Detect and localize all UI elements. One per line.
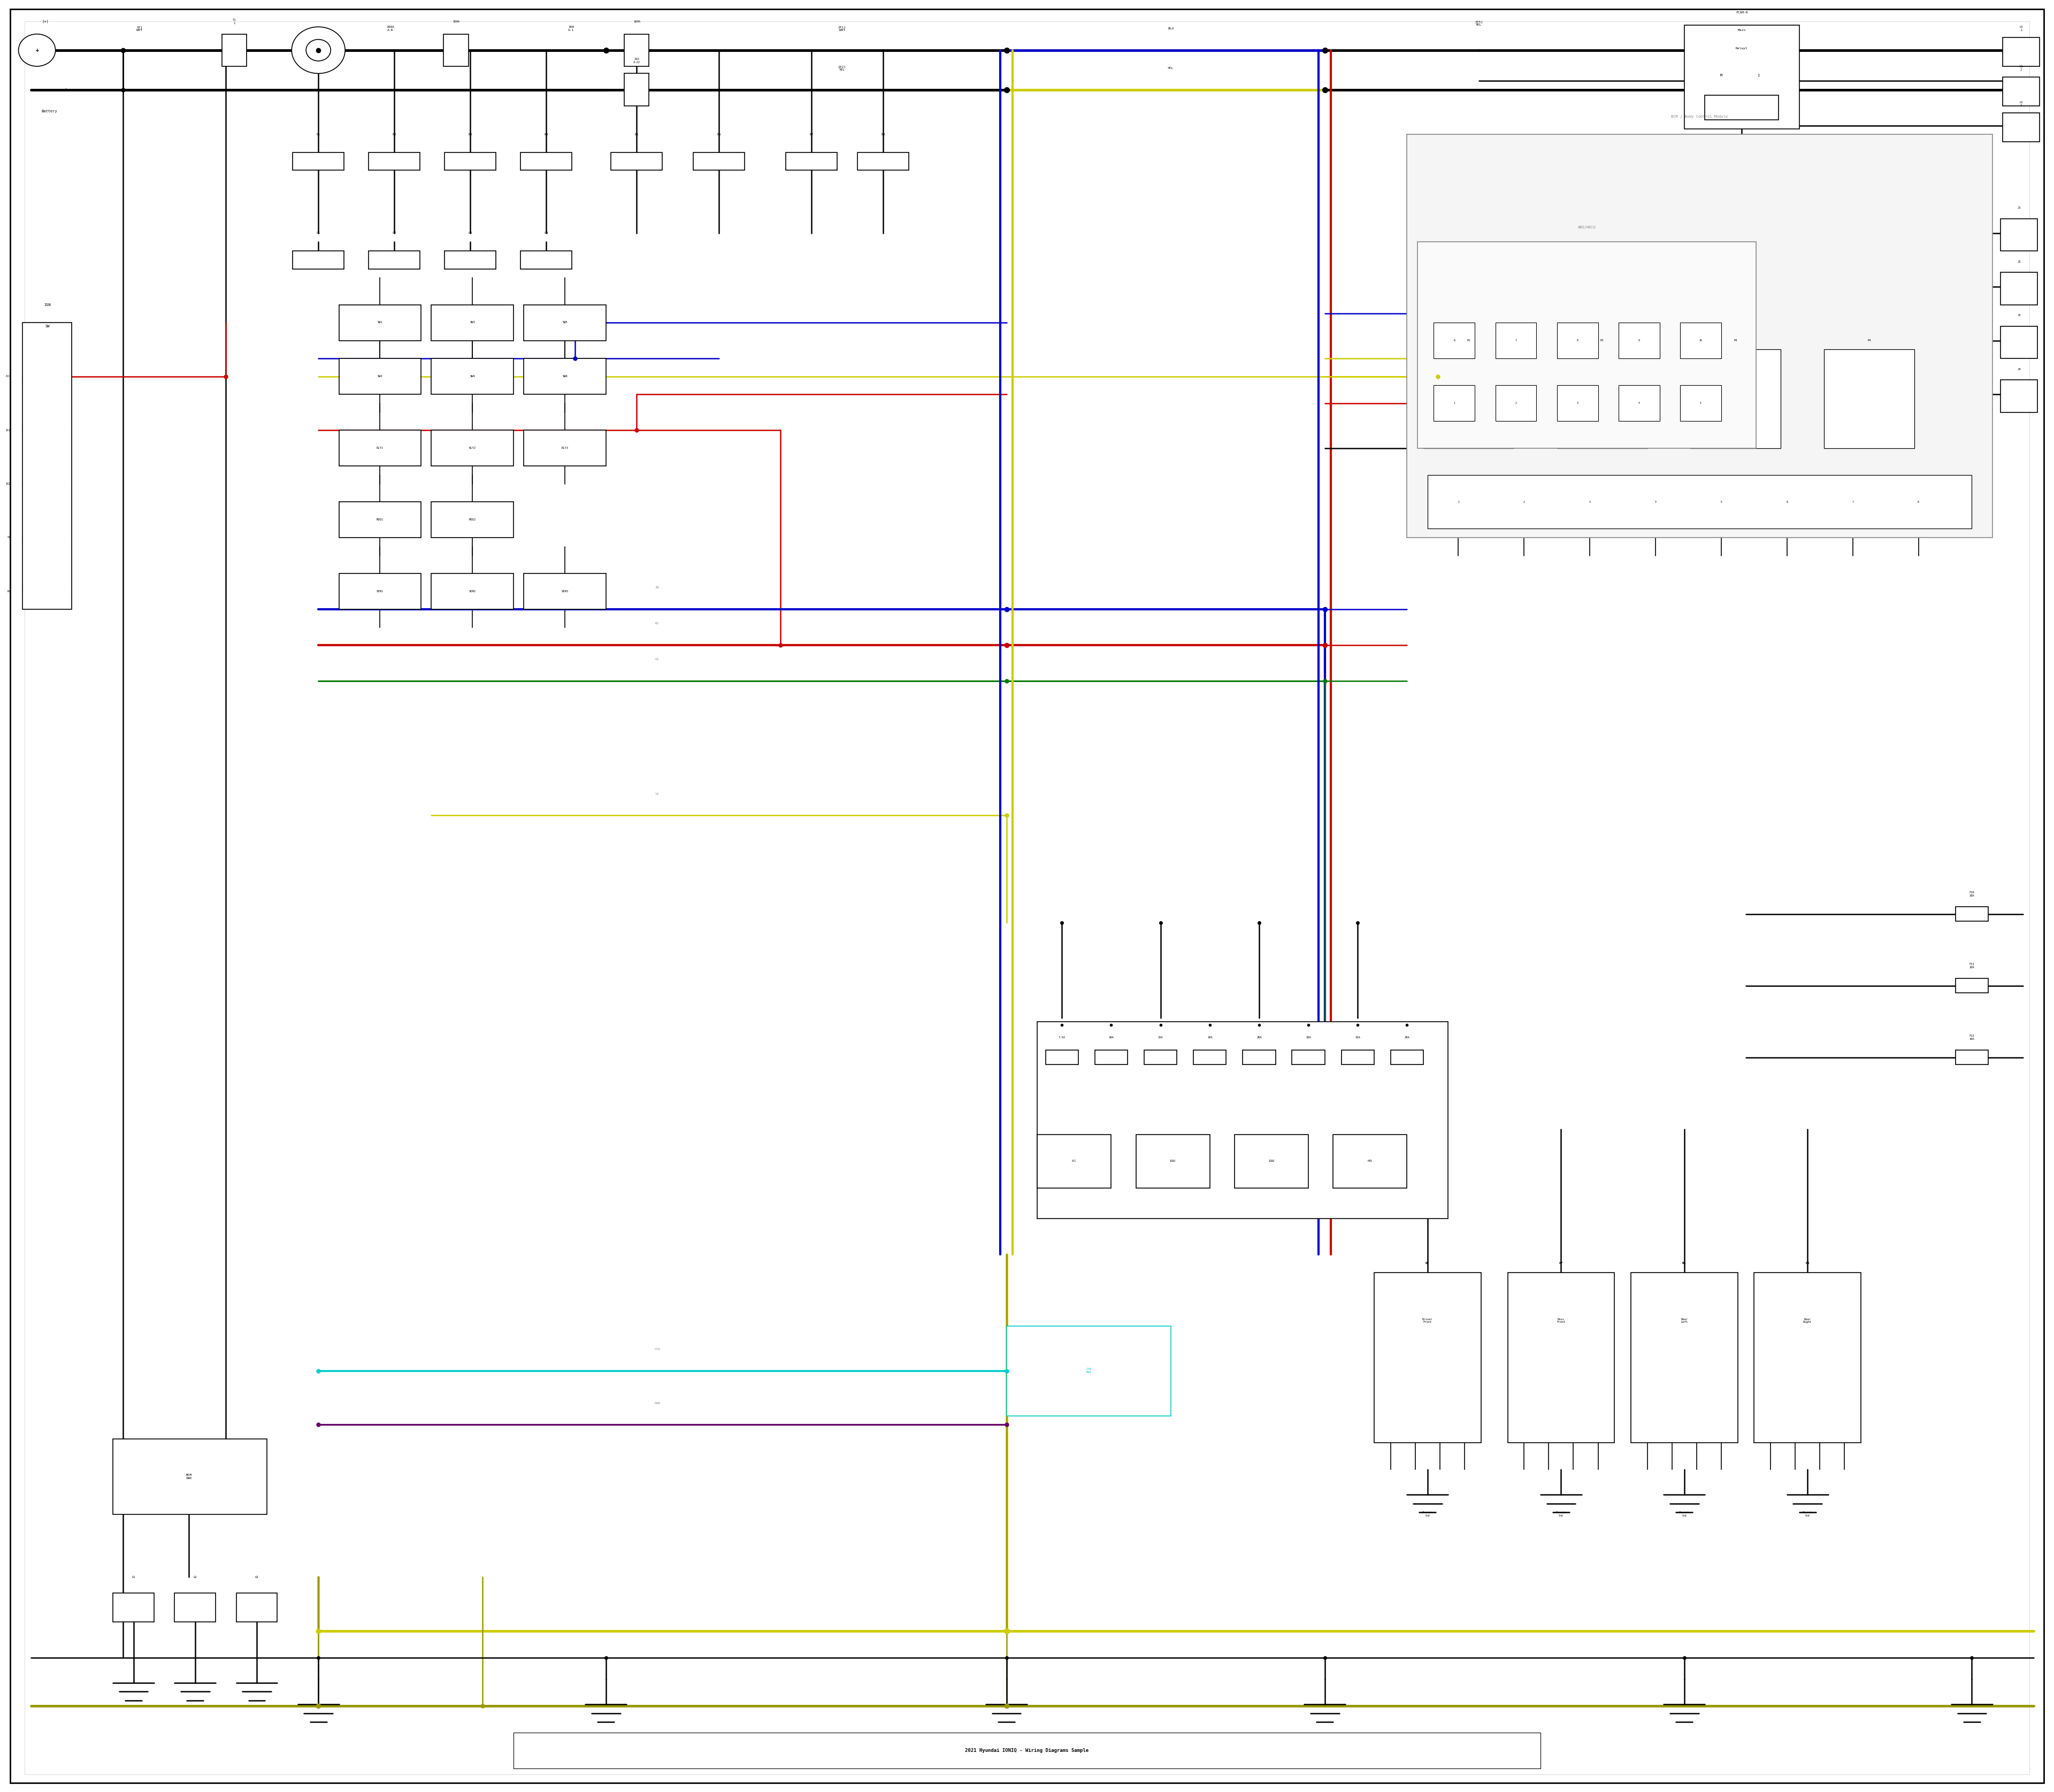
Text: B2: B2 — [392, 133, 396, 136]
Bar — [444, 152, 497, 170]
Bar — [175, 1593, 216, 1622]
Text: SW3: SW3 — [470, 321, 474, 324]
Text: SEN3: SEN3 — [561, 590, 569, 593]
Bar — [1193, 1050, 1226, 1064]
Bar — [1341, 1050, 1374, 1064]
Text: Chassis
Gnd: Chassis Gnd — [1678, 1511, 1690, 1518]
Bar — [1619, 385, 1660, 421]
Bar — [1680, 385, 1721, 421]
Text: B3: B3 — [468, 133, 472, 136]
Bar — [612, 152, 661, 170]
Bar — [1292, 1050, 1325, 1064]
Bar — [1557, 323, 1598, 358]
Text: MOD1: MOD1 — [376, 518, 384, 521]
Text: C3: C3 — [468, 231, 472, 235]
Text: RR: RR — [1805, 1262, 1810, 1265]
Text: Driver
Front: Driver Front — [1421, 1317, 1434, 1324]
Bar — [2003, 77, 2040, 106]
Text: 7.5A: 7.5A — [1058, 1036, 1066, 1039]
Text: B5: B5 — [635, 133, 639, 136]
Bar — [1684, 25, 1799, 129]
Text: IGN: IGN — [43, 303, 51, 306]
Bar — [1428, 475, 1972, 529]
Text: B1: B1 — [655, 586, 659, 590]
Bar — [522, 251, 571, 269]
Text: RL: RL — [1682, 1262, 1686, 1265]
Text: (+): (+) — [41, 20, 49, 23]
Bar — [1754, 1272, 1861, 1443]
Text: Rear
Right: Rear Right — [1803, 1317, 1812, 1324]
Text: ST: ST — [8, 536, 10, 539]
Text: BCM
GND: BCM GND — [187, 1473, 191, 1480]
Bar — [1391, 1050, 1423, 1064]
Text: ABS/HECU: ABS/HECU — [1577, 226, 1596, 229]
Bar — [1495, 323, 1536, 358]
Bar — [2001, 380, 2038, 412]
Bar — [1619, 323, 1660, 358]
Text: P2: P2 — [1600, 339, 1604, 342]
Bar — [1144, 1050, 1177, 1064]
Text: L5
1: L5 1 — [2019, 25, 2023, 32]
Text: [E1]
WHT: [E1] WHT — [838, 25, 846, 32]
Text: F11
10A: F11 10A — [1970, 962, 1974, 969]
Bar — [1374, 1272, 1481, 1443]
Text: Relay1: Relay1 — [1736, 47, 1748, 50]
Bar — [1037, 1021, 1448, 1219]
Bar — [522, 152, 571, 170]
Bar — [2001, 219, 2038, 251]
Text: 15A: 15A — [1356, 1036, 1360, 1039]
Bar — [624, 73, 649, 106]
Bar — [339, 430, 421, 466]
Text: L5
2: L5 2 — [2019, 65, 2023, 72]
Text: B4: B4 — [544, 133, 548, 136]
Text: C2: C2 — [392, 231, 396, 235]
Bar — [785, 152, 838, 170]
Bar — [2001, 272, 2038, 305]
Text: MOD2: MOD2 — [468, 518, 477, 521]
Text: L5
3: L5 3 — [2019, 100, 2023, 108]
Text: B7: B7 — [809, 133, 813, 136]
Text: B1: B1 — [316, 133, 320, 136]
Bar — [2003, 113, 2040, 142]
Text: B6: B6 — [717, 133, 721, 136]
Text: SEN1: SEN1 — [376, 590, 384, 593]
Bar — [524, 305, 606, 340]
Text: ACC: ACC — [6, 375, 10, 378]
Bar — [1680, 323, 1721, 358]
Bar — [1417, 242, 1756, 448]
Text: R1: R1 — [655, 622, 659, 625]
Text: P3: P3 — [1734, 339, 1738, 342]
Text: ACC: ACC — [1072, 1159, 1076, 1163]
Text: 2021 Hyundai IONIQ - Wiring Diagrams Sample: 2021 Hyundai IONIQ - Wiring Diagrams Sam… — [965, 1749, 1089, 1753]
Bar — [1006, 1326, 1171, 1416]
Text: PF: PF — [1559, 1262, 1563, 1265]
Bar — [1407, 134, 1992, 538]
Bar — [1095, 1050, 1128, 1064]
Bar — [444, 34, 468, 66]
Text: SW6: SW6 — [563, 375, 567, 378]
Bar — [431, 430, 514, 466]
Bar — [431, 502, 514, 538]
Bar — [1955, 907, 1988, 921]
Text: 10: 10 — [1699, 339, 1703, 342]
Bar — [2001, 326, 2038, 358]
Text: [E]
WHT: [E] WHT — [138, 25, 142, 32]
Bar — [339, 573, 421, 609]
Text: Chassis
Gnd: Chassis Gnd — [1555, 1511, 1567, 1518]
Circle shape — [292, 27, 345, 73]
Text: G3: G3 — [255, 1575, 259, 1579]
Bar — [236, 1593, 277, 1622]
Text: SW2: SW2 — [378, 375, 382, 378]
Bar — [339, 358, 421, 394]
Text: Battery: Battery — [41, 109, 58, 113]
Text: B+: B+ — [8, 590, 10, 593]
Text: CYN
MOD: CYN MOD — [1087, 1367, 1091, 1374]
Bar — [339, 305, 421, 340]
Text: 10A: 10A — [1208, 1036, 1212, 1039]
Bar — [1705, 95, 1779, 120]
Text: Pass
Front: Pass Front — [1557, 1317, 1565, 1324]
Bar — [1508, 1272, 1614, 1443]
Circle shape — [18, 34, 55, 66]
Text: J1: J1 — [2017, 206, 2021, 210]
Bar — [1824, 349, 1914, 448]
